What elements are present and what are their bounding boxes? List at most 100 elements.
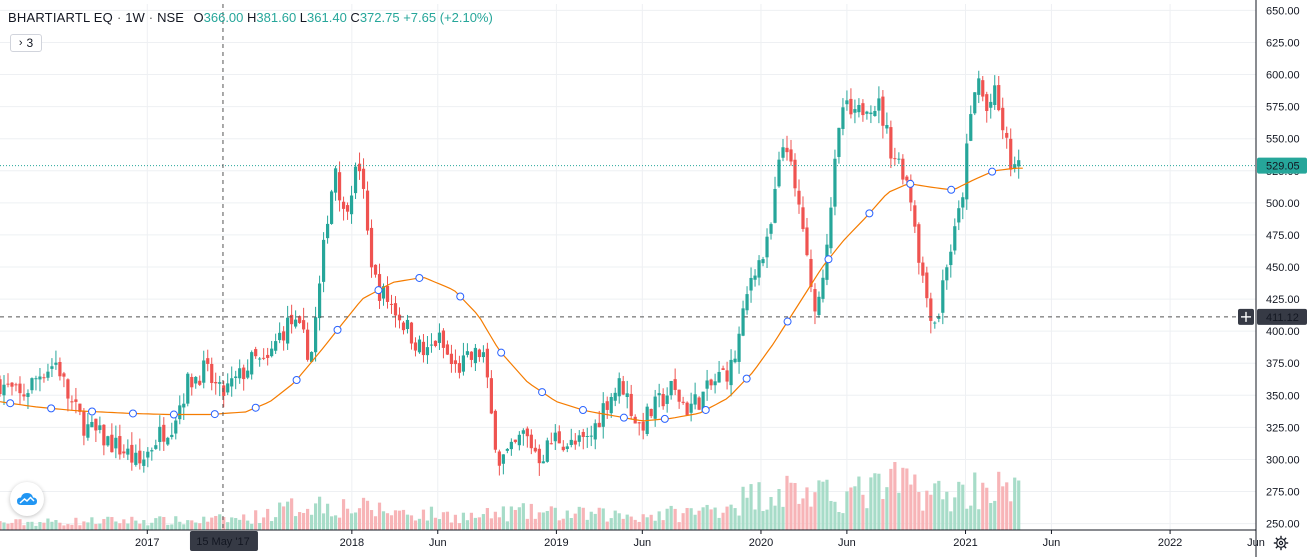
candle-body: [457, 363, 462, 373]
volume-bar: [1005, 482, 1009, 530]
volume-bar: [893, 462, 897, 530]
candle-body: [0, 379, 2, 395]
volume-bar: [585, 519, 589, 530]
volume-bar: [493, 511, 497, 530]
candle-body: [857, 105, 861, 113]
candle-body: [657, 393, 661, 396]
volume-bar: [885, 487, 889, 530]
cloud-logo-button[interactable]: [10, 482, 44, 516]
volume-bar: [709, 509, 713, 530]
volume-bar: [673, 508, 677, 530]
candle-body: [601, 403, 605, 427]
candle-body: [953, 226, 957, 251]
volume-bar: [30, 521, 34, 530]
candle-body: [2, 384, 6, 396]
volume-bar: [441, 512, 446, 530]
volume-bar: [385, 513, 390, 530]
volume-bar: [725, 506, 729, 530]
plus-icon[interactable]: [1238, 308, 1254, 325]
candle-body: [441, 330, 446, 348]
volume-bar: [194, 522, 198, 530]
ma-marker: [947, 185, 956, 194]
candle-body: [30, 378, 34, 391]
symbol-name[interactable]: BHARTIARTL EQ: [8, 10, 113, 25]
candle-body: [429, 344, 434, 346]
candle-body: [777, 159, 781, 187]
volume-bar: [146, 525, 150, 530]
candle-body: [557, 431, 561, 444]
volume-bar: [521, 503, 525, 530]
x-tick-label: 2017: [135, 537, 159, 549]
collapse-indicators-button[interactable]: › 3: [10, 34, 42, 52]
volume-bar: [561, 518, 565, 530]
volume-bar: [973, 472, 977, 530]
volume-bar: [629, 516, 633, 530]
volume-bar: [26, 521, 30, 530]
candle-body: [745, 294, 749, 311]
volume-bar: [138, 523, 142, 530]
candlesticks: [0, 70, 1021, 476]
volume-bar: [873, 473, 877, 530]
volume-bar: [537, 512, 541, 530]
volume-bar: [274, 517, 278, 530]
candle-body: [146, 451, 150, 458]
candle-body: [885, 125, 889, 129]
volume-bar: [469, 512, 474, 530]
candle-body: [453, 360, 458, 365]
volume-bar: [46, 518, 50, 530]
candle-body: [34, 378, 38, 380]
candle-body: [525, 428, 529, 437]
candle-body: [861, 103, 865, 116]
volume-bar: [1001, 486, 1005, 530]
candle-body: [42, 377, 46, 379]
volume-bar: [82, 521, 86, 530]
y-tick-label: 250.00: [1266, 519, 1300, 531]
candle-body: [789, 149, 793, 162]
volume-bar: [6, 523, 10, 530]
volume-bar: [214, 515, 218, 530]
volume-bar: [545, 511, 549, 530]
candle-body: [138, 450, 142, 464]
volume-bar: [837, 512, 841, 530]
candle-body: [206, 358, 210, 364]
ma-marker: [88, 407, 97, 416]
candle-body: [421, 341, 426, 356]
volume-bar: [821, 481, 825, 530]
volume-bar: [361, 497, 366, 530]
candle-body: [909, 179, 913, 203]
volume-bar: [645, 517, 649, 530]
candle-body: [681, 401, 685, 403]
volume-bar: [745, 497, 749, 530]
candle-body: [649, 408, 653, 417]
candle-body: [270, 348, 274, 357]
candle-body: [729, 359, 733, 386]
candle-body: [262, 357, 266, 359]
candle-body: [653, 396, 657, 419]
interval[interactable]: 1W: [125, 10, 145, 25]
volume-bar: [142, 520, 146, 530]
candle-body: [881, 96, 885, 126]
volume-bar: [653, 520, 657, 530]
volume-bar: [150, 522, 154, 530]
candle-body: [122, 451, 126, 454]
crosshair-date-badge: 15 May '17: [189, 531, 258, 551]
last-price-label: 529.05: [1266, 161, 1300, 173]
volume-bar: [897, 492, 901, 530]
candle-body: [833, 158, 837, 207]
y-tick-label: 650.00: [1266, 5, 1300, 17]
candle-body: [290, 314, 294, 325]
volume-bar: [186, 520, 190, 530]
ma-marker: [292, 375, 301, 384]
volume-bar: [793, 483, 797, 530]
ma-marker: [47, 404, 56, 413]
candle-body: [793, 159, 797, 189]
settings-gear-button[interactable]: [1270, 532, 1292, 554]
candle-body: [609, 397, 613, 414]
candle-body: [258, 358, 262, 360]
candle-body: [513, 439, 517, 443]
volume-bar: [733, 508, 737, 530]
ma-marker: [660, 414, 669, 423]
candle-body: [925, 272, 929, 299]
